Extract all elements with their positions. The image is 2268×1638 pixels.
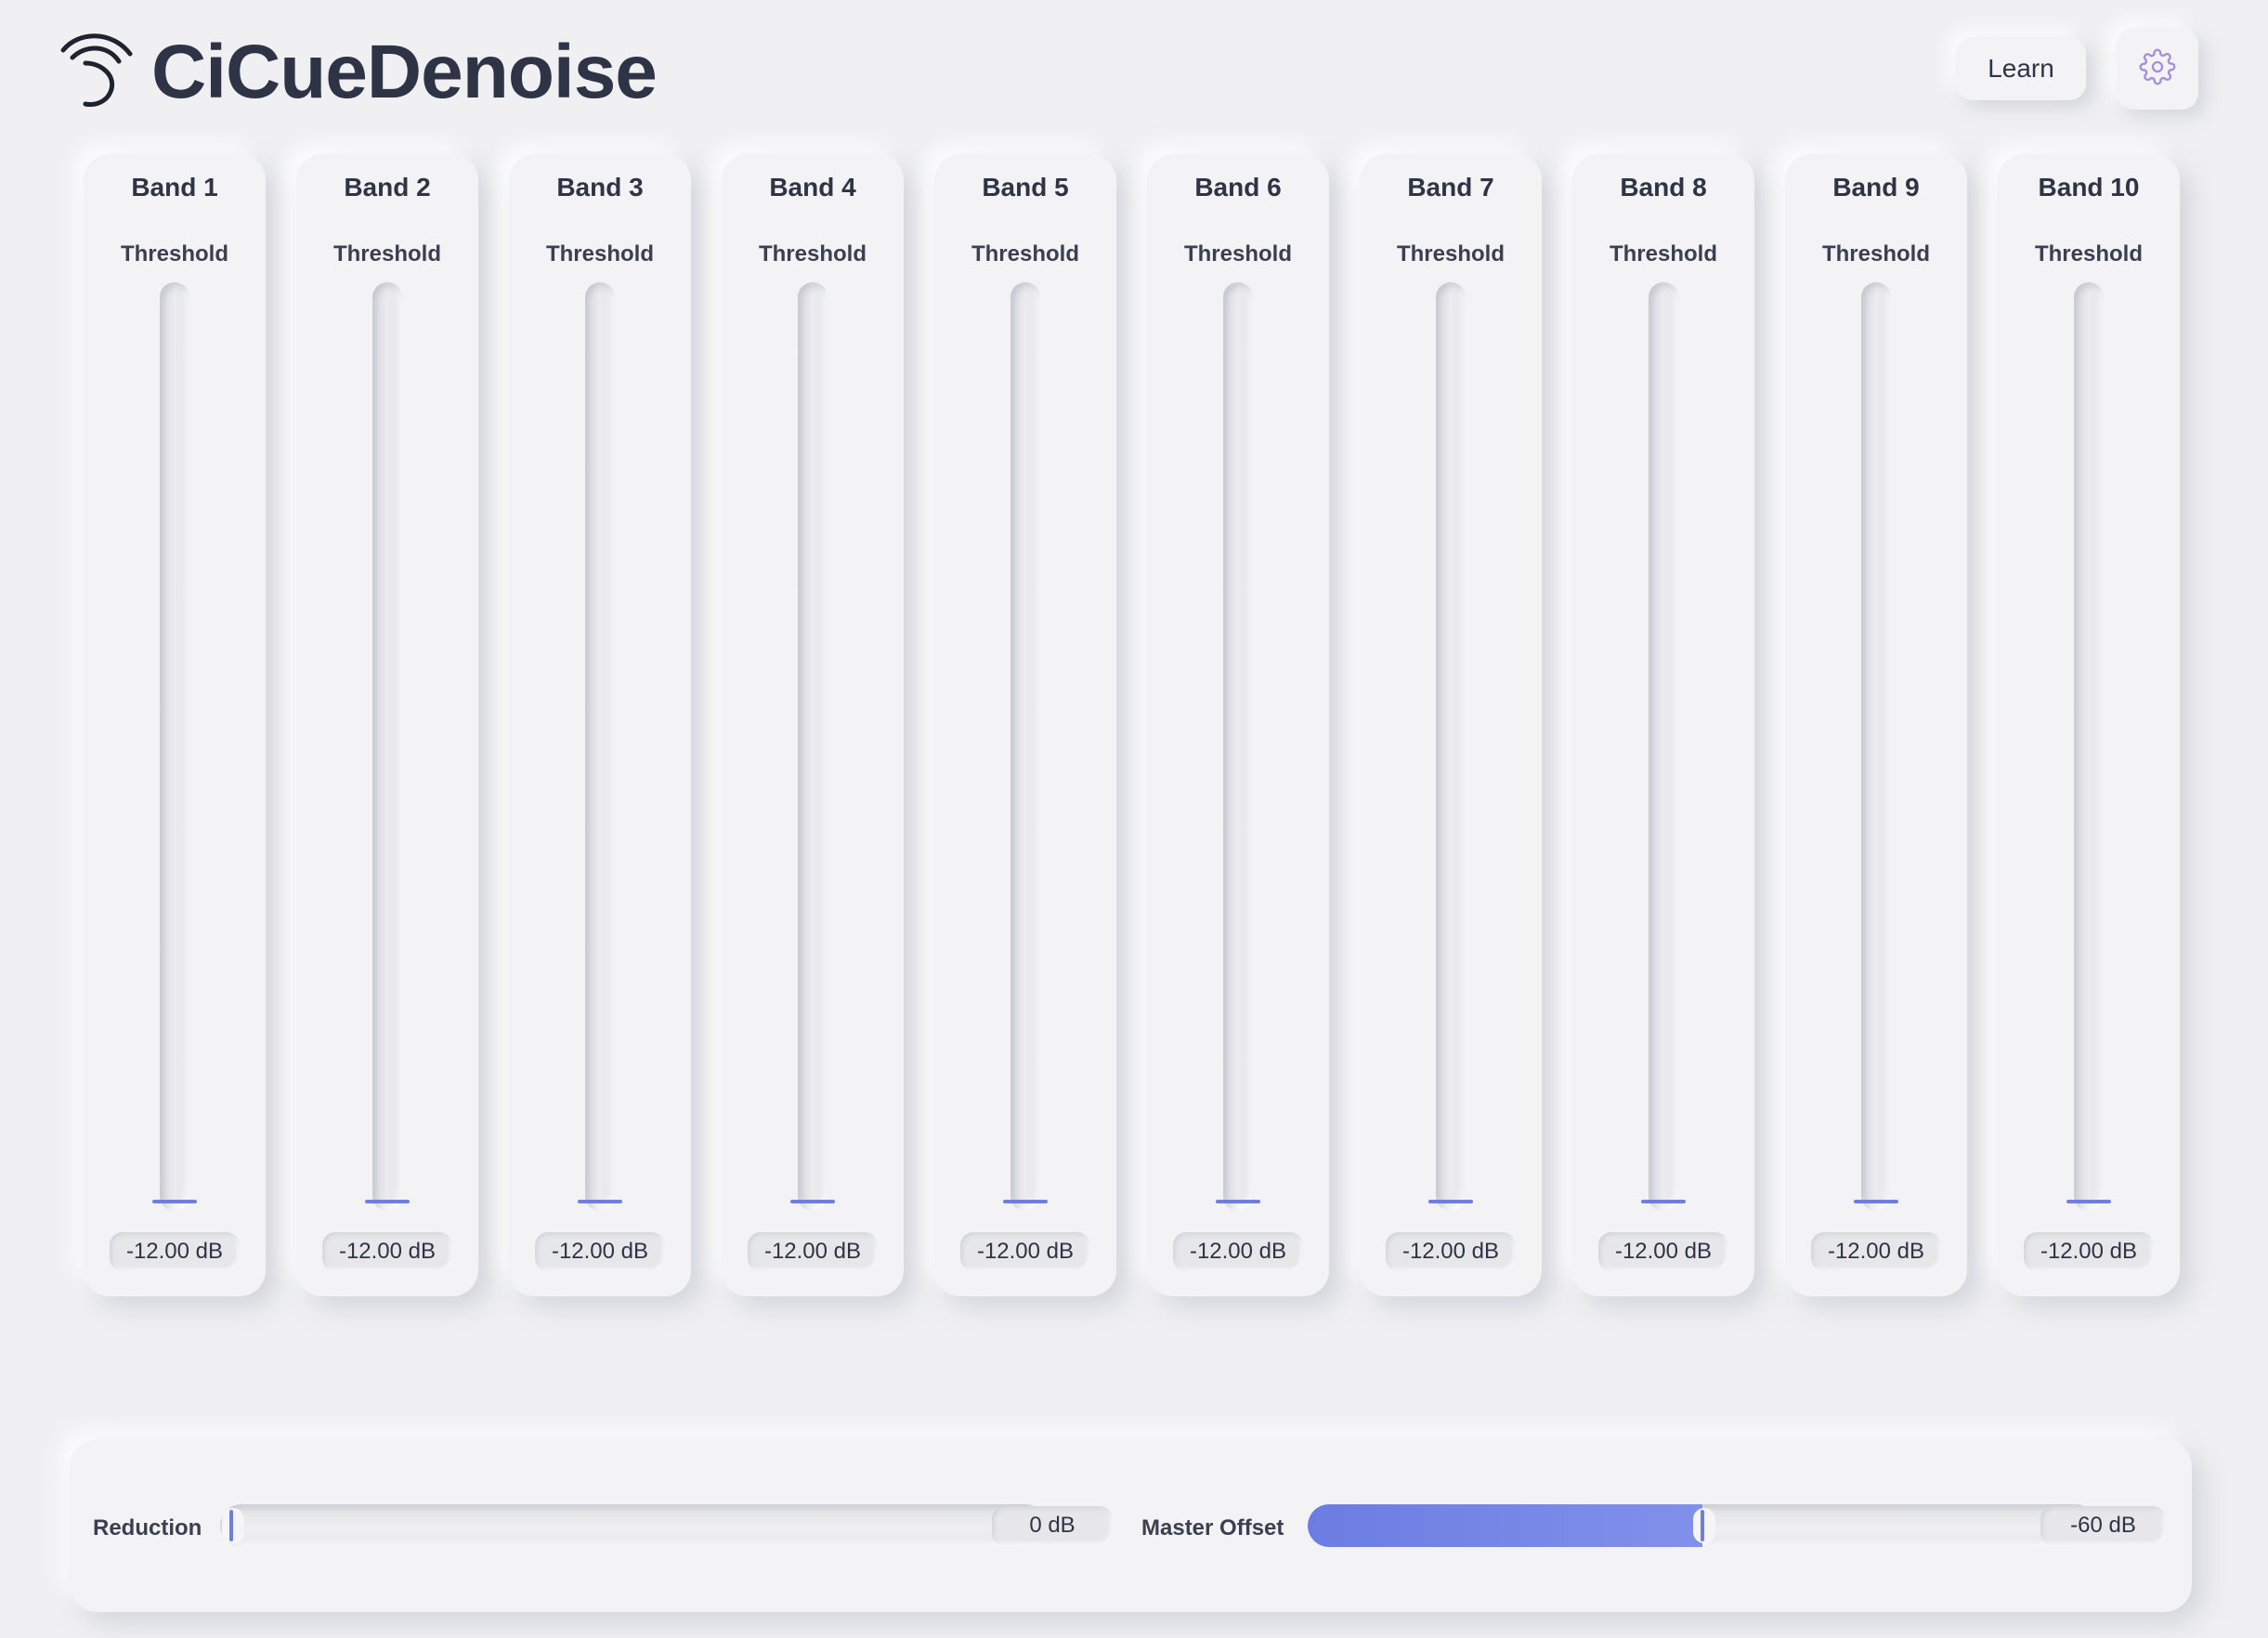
threshold-label: Threshold xyxy=(545,241,654,266)
threshold-value: -12.00 dB xyxy=(960,1232,1090,1271)
slider-thumb[interactable] xyxy=(1854,1200,1898,1203)
threshold-value: -12.00 dB xyxy=(322,1232,452,1271)
band-card: Band 6 Threshold -12.00 dB xyxy=(1147,154,1329,1296)
band-card: Band 9 Threshold -12.00 dB xyxy=(1785,154,1967,1296)
reduction-knob[interactable] xyxy=(222,1508,244,1543)
threshold-slider[interactable] xyxy=(160,282,189,1211)
reduction-value: 0 dB xyxy=(992,1506,1113,1545)
threshold-label: Threshold xyxy=(2034,241,2143,266)
threshold-slider[interactable] xyxy=(2074,282,2104,1211)
slider-thumb[interactable] xyxy=(1641,1200,1686,1203)
threshold-value: -12.00 dB xyxy=(748,1232,878,1271)
threshold-label: Threshold xyxy=(1396,241,1505,266)
master-offset-label: Master Offset xyxy=(1141,1515,1284,1540)
reduction-label: Reduction xyxy=(93,1515,202,1540)
threshold-label: Threshold xyxy=(971,241,1079,266)
master-offset-thumb[interactable] xyxy=(1701,1510,1704,1541)
master-offset-fill xyxy=(1308,1504,1702,1547)
band-card: Band 4 Threshold -12.00 dB xyxy=(722,154,904,1296)
threshold-slider[interactable] xyxy=(1649,282,1678,1211)
threshold-slider[interactable] xyxy=(1223,282,1253,1211)
band-title: Band 6 xyxy=(1194,173,1282,202)
slider-thumb[interactable] xyxy=(1003,1200,1048,1203)
threshold-slider[interactable] xyxy=(798,282,828,1211)
slider-thumb[interactable] xyxy=(1428,1200,1473,1203)
threshold-slider[interactable] xyxy=(372,282,402,1211)
threshold-slider[interactable] xyxy=(1436,282,1466,1211)
band-card: Band 10 Threshold -12.00 dB xyxy=(1998,154,2180,1296)
band-title: Band 2 xyxy=(344,173,431,202)
master-offset-knob[interactable] xyxy=(1693,1508,1715,1543)
threshold-slider[interactable] xyxy=(585,282,615,1211)
threshold-label: Threshold xyxy=(332,241,441,266)
threshold-value: -12.00 dB xyxy=(1173,1232,1303,1271)
threshold-value: -12.00 dB xyxy=(110,1232,240,1271)
slider-thumb[interactable] xyxy=(2066,1200,2111,1203)
threshold-label: Threshold xyxy=(1821,241,1930,266)
wave-logo-icon xyxy=(58,26,136,110)
threshold-label: Threshold xyxy=(120,241,228,266)
slider-thumb[interactable] xyxy=(152,1200,197,1203)
band-list: Band 1 Threshold -12.00 dB Band 2 Thresh… xyxy=(84,154,2180,1296)
gear-icon xyxy=(2139,48,2176,90)
band-title: Band 5 xyxy=(982,173,1069,202)
threshold-value: -12.00 dB xyxy=(2024,1232,2154,1271)
master-offset-value: -60 dB xyxy=(2040,1506,2166,1545)
band-title: Band 7 xyxy=(1407,173,1494,202)
threshold-label: Threshold xyxy=(1609,241,1717,266)
threshold-value: -12.00 dB xyxy=(535,1232,665,1271)
band-card: Band 2 Threshold -12.00 dB xyxy=(296,154,478,1296)
band-title: Band 4 xyxy=(769,173,856,202)
threshold-value: -12.00 dB xyxy=(1598,1232,1728,1271)
reduction-thumb[interactable] xyxy=(229,1510,233,1541)
settings-button[interactable] xyxy=(2117,28,2198,110)
app-title: CiCueDenoise xyxy=(151,30,658,114)
band-card: Band 5 Threshold -12.00 dB xyxy=(934,154,1116,1296)
band-card: Band 1 Threshold -12.00 dB xyxy=(84,154,266,1296)
threshold-slider[interactable] xyxy=(1861,282,1891,1211)
band-card: Band 3 Threshold -12.00 dB xyxy=(509,154,691,1296)
reduction-slider[interactable] xyxy=(220,1504,1047,1547)
band-title: Band 1 xyxy=(131,173,218,202)
threshold-value: -12.00 dB xyxy=(1386,1232,1516,1271)
threshold-slider[interactable] xyxy=(1010,282,1040,1211)
band-card: Band 7 Threshold -12.00 dB xyxy=(1360,154,1542,1296)
threshold-label: Threshold xyxy=(1183,241,1292,266)
band-title: Band 10 xyxy=(2038,173,2140,202)
master-offset-slider[interactable] xyxy=(1308,1504,2097,1547)
global-controls-panel: Reduction 0 dB Master Offset -60 dB xyxy=(70,1439,2192,1612)
slider-thumb[interactable] xyxy=(1216,1200,1260,1203)
slider-thumb[interactable] xyxy=(578,1200,622,1203)
band-title: Band 3 xyxy=(556,173,644,202)
band-card: Band 8 Threshold -12.00 dB xyxy=(1572,154,1754,1296)
learn-button[interactable]: Learn xyxy=(1956,37,2086,100)
threshold-value: -12.00 dB xyxy=(1811,1232,1941,1271)
band-title: Band 8 xyxy=(1620,173,1707,202)
slider-thumb[interactable] xyxy=(365,1200,410,1203)
slider-thumb[interactable] xyxy=(790,1200,835,1203)
band-title: Band 9 xyxy=(1832,173,1920,202)
threshold-label: Threshold xyxy=(758,241,867,266)
